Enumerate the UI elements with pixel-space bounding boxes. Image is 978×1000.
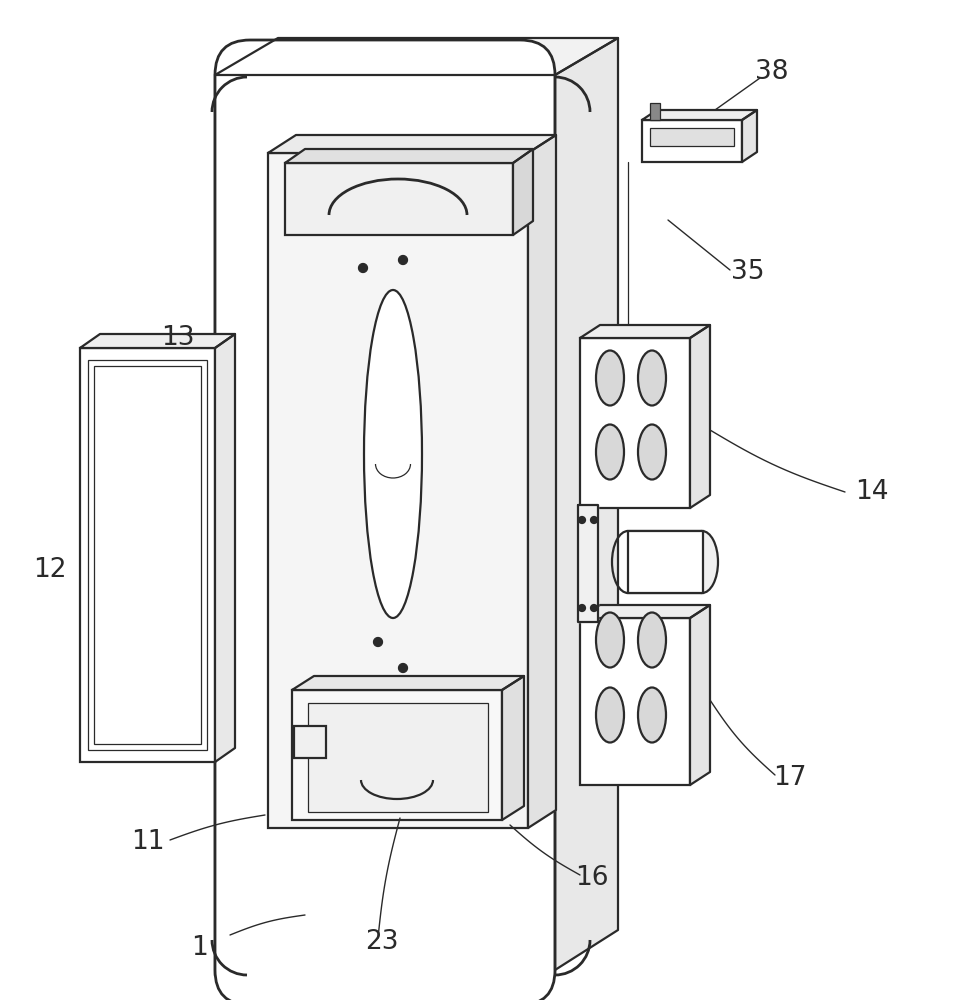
Polygon shape — [555, 38, 617, 970]
Ellipse shape — [638, 688, 665, 742]
Text: 16: 16 — [575, 865, 608, 891]
Ellipse shape — [686, 531, 717, 593]
Bar — [291, 690, 502, 820]
Bar — [285, 163, 512, 235]
Circle shape — [590, 604, 597, 611]
Bar — [215, 75, 555, 975]
Polygon shape — [80, 334, 235, 348]
Circle shape — [398, 255, 407, 264]
Polygon shape — [689, 605, 709, 785]
Circle shape — [374, 638, 382, 646]
Text: 35: 35 — [731, 259, 764, 285]
Polygon shape — [268, 135, 556, 153]
Ellipse shape — [596, 612, 623, 668]
Bar — [88, 360, 206, 750]
Bar — [579, 338, 689, 508]
Bar — [649, 103, 659, 120]
Circle shape — [398, 664, 407, 672]
Text: 11: 11 — [131, 829, 164, 855]
Bar — [579, 618, 689, 785]
Bar — [649, 128, 734, 146]
Ellipse shape — [364, 290, 422, 618]
Ellipse shape — [596, 424, 623, 480]
Bar — [293, 726, 326, 758]
Text: 17: 17 — [773, 765, 806, 791]
Text: 38: 38 — [754, 59, 788, 85]
Text: 12: 12 — [33, 557, 67, 583]
Ellipse shape — [638, 612, 665, 668]
Bar — [94, 366, 200, 744]
Polygon shape — [689, 325, 709, 508]
Bar — [268, 153, 527, 828]
Polygon shape — [579, 325, 709, 338]
Circle shape — [358, 263, 367, 272]
FancyBboxPatch shape — [215, 40, 555, 1000]
Circle shape — [590, 516, 597, 524]
Ellipse shape — [638, 424, 665, 480]
Bar — [80, 348, 215, 762]
Text: 23: 23 — [365, 929, 398, 955]
Circle shape — [578, 516, 585, 524]
Polygon shape — [642, 110, 756, 120]
Bar — [642, 120, 741, 162]
Polygon shape — [215, 334, 235, 762]
Polygon shape — [502, 676, 523, 820]
Polygon shape — [577, 505, 598, 622]
Text: 14: 14 — [855, 479, 888, 505]
Bar — [308, 703, 487, 812]
Polygon shape — [741, 110, 756, 162]
Bar — [627, 531, 702, 593]
Circle shape — [578, 604, 585, 611]
Ellipse shape — [638, 351, 665, 406]
Text: 1: 1 — [192, 935, 208, 961]
Polygon shape — [285, 149, 532, 163]
Polygon shape — [512, 149, 532, 235]
Ellipse shape — [596, 688, 623, 742]
Polygon shape — [527, 135, 556, 828]
Ellipse shape — [596, 351, 623, 406]
Text: 13: 13 — [161, 325, 195, 351]
Polygon shape — [291, 676, 523, 690]
Polygon shape — [215, 38, 617, 75]
Polygon shape — [579, 605, 709, 618]
